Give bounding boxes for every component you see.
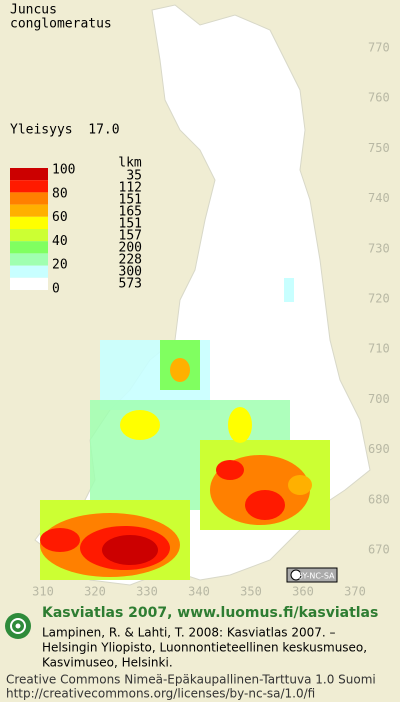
northing-label: 700 — [368, 392, 390, 406]
legend-swatch — [10, 253, 48, 266]
class-label: 0 — [52, 282, 60, 297]
northing-label: 680 — [368, 492, 390, 506]
class-label: 60 — [52, 210, 68, 225]
logo — [5, 613, 31, 639]
easting-label: 320 — [84, 585, 106, 599]
count-label: 151 — [119, 193, 142, 208]
legend-swatch — [10, 204, 48, 217]
count-label: 228 — [119, 253, 142, 268]
class-label: 100 — [52, 163, 75, 178]
count-label: 200 — [119, 241, 142, 256]
badge-text: BY-NC-SA — [297, 572, 335, 581]
species-name: conglomeratus — [10, 17, 112, 32]
count-header: lkm — [118, 156, 142, 171]
easting-label: 350 — [240, 585, 262, 599]
legend-swatch — [10, 180, 48, 193]
count-label: 157 — [119, 229, 142, 244]
easting-label: 370 — [344, 585, 366, 599]
count-label: 300 — [119, 265, 142, 280]
northing-label: 690 — [368, 442, 390, 456]
easting-label: 340 — [188, 585, 210, 599]
legend-swatch — [10, 241, 48, 254]
citation: Lampinen, R. & Lahti, T. 2008: Kasviatla… — [42, 626, 336, 640]
legend-swatch — [10, 277, 48, 290]
northing-label: 770 — [368, 41, 390, 55]
count-label: 112 — [119, 181, 142, 196]
license-badge: BY-NC-SA — [286, 567, 338, 583]
legend-swatch — [10, 265, 48, 278]
license-text: Creative Commons Nimeä-Epäkaupallinen-Ta… — [6, 673, 376, 687]
count-label: 35 — [126, 169, 142, 184]
northing-label: 740 — [368, 191, 390, 205]
northing-label: 730 — [368, 241, 390, 255]
legend-swatch — [10, 229, 48, 242]
count-label: 151 — [119, 217, 142, 232]
easting-label: 330 — [136, 585, 158, 599]
legend-swatch — [10, 168, 48, 181]
northing-label: 760 — [368, 91, 390, 105]
easting-label: 360 — [292, 585, 314, 599]
count-label: 165 — [119, 205, 142, 220]
legend: 1008060402003511215116515115720022830057… — [10, 163, 142, 297]
northing-label: 710 — [368, 342, 390, 356]
grid-labels: 770 760 750 740 730 720 710 700 690 680 670 310 320 3… — [32, 41, 390, 599]
easting-label: 310 — [32, 585, 54, 599]
citation: Kasvimuseo, Helsinki. — [42, 656, 173, 670]
northing-label: 720 — [368, 292, 390, 306]
citation: Helsingin Yliopisto, Luonnontieteellinen… — [42, 641, 367, 655]
legend-swatch — [10, 216, 48, 229]
northing-label: 670 — [368, 543, 390, 557]
northing-label: 750 — [368, 141, 390, 155]
site-link[interactable]: Kasviatlas 2007, www.luomus.fi/kasviatla… — [42, 605, 378, 621]
species-name: Juncus — [10, 3, 57, 18]
count-label: 573 — [119, 277, 142, 292]
frequency-index: Yleisyys 17.0 — [10, 123, 120, 138]
license-url[interactable]: http://creativecommons.org/licenses/by-n… — [6, 687, 315, 701]
legend-swatch — [10, 192, 48, 205]
occurrence-cells — [40, 278, 330, 580]
class-label: 40 — [52, 234, 68, 249]
class-label: 20 — [52, 258, 68, 273]
class-label: 80 — [52, 186, 68, 201]
